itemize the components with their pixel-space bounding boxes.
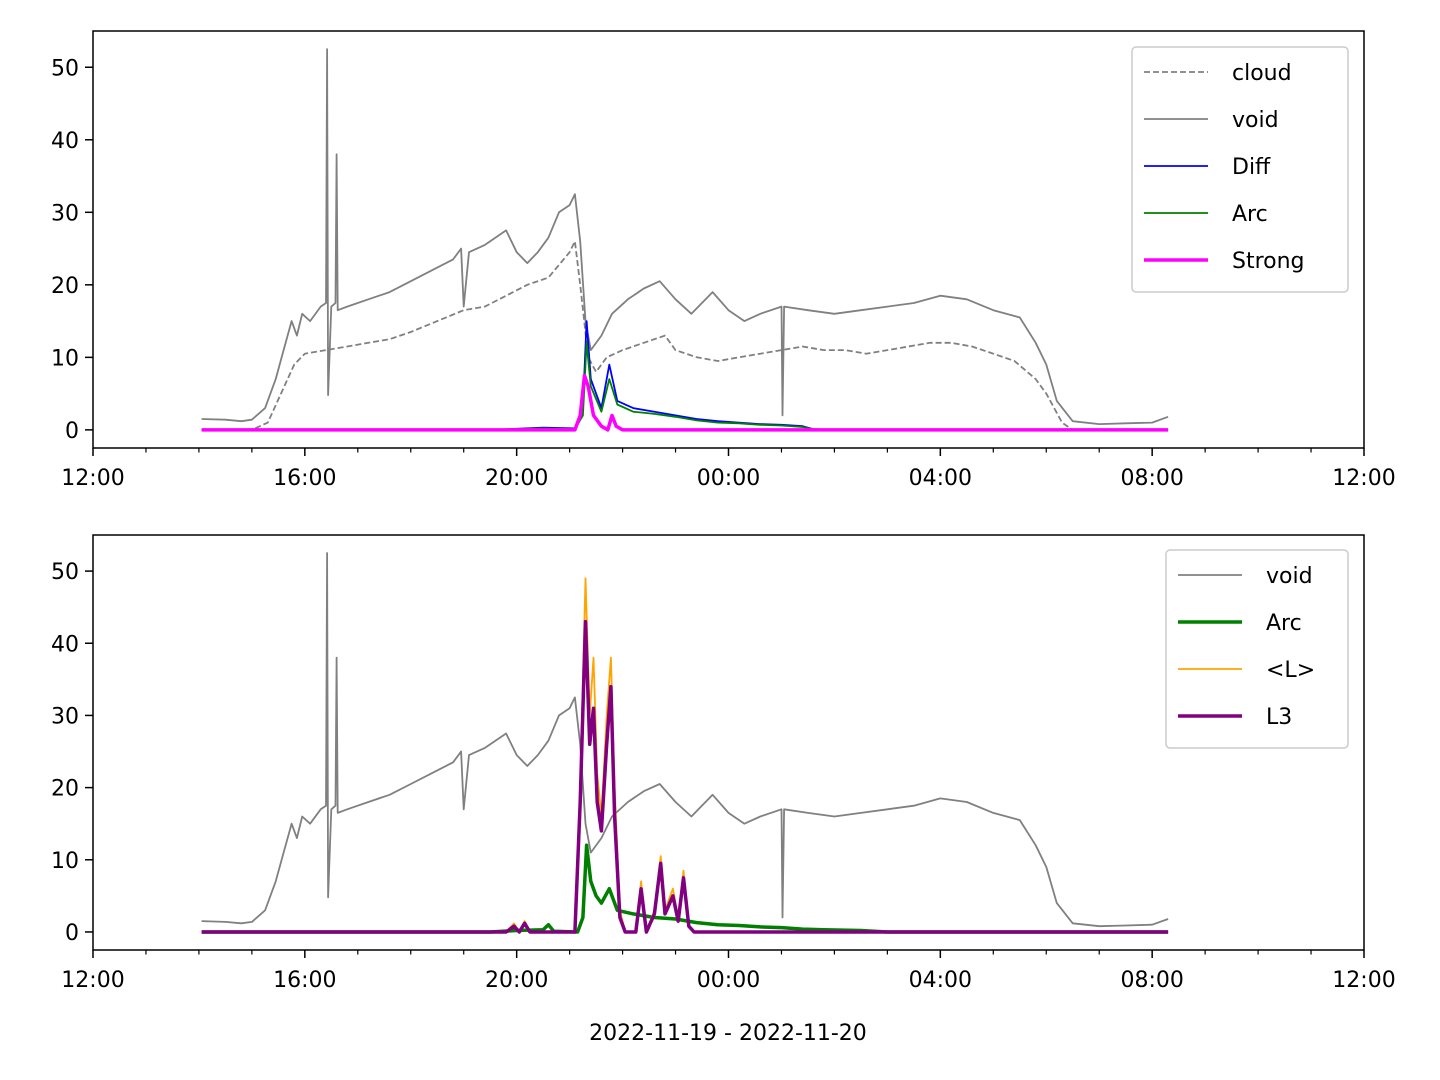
y-tick-label: 10: [51, 849, 79, 874]
y-tick-label: 20: [51, 274, 79, 299]
legend-label-strong: Strong: [1232, 249, 1305, 274]
bottom-ticks: 12:00 16:00 20:00 00:00 04:00 08:00 12:00 0 10 20…: [51, 560, 1396, 993]
x-tick-label: 20:00: [485, 466, 548, 491]
legend-label-void: void: [1232, 108, 1279, 133]
top-ticks: 12:00 16:00 20:00 00:00 04:00 08:00 12:00 0 10 20…: [51, 56, 1396, 491]
y-tick-label: 30: [51, 201, 79, 226]
x-tick-label: 20:00: [485, 968, 548, 993]
series-line-arc: [201, 843, 1169, 934]
top-legend: cloud void Diff Arc Strong: [1131, 46, 1349, 293]
x-tick-label: 00:00: [697, 466, 760, 491]
series-line-void: [201, 552, 1169, 928]
x-tick-label: 12:00: [1332, 968, 1395, 993]
top-panel: 12:00 16:00 20:00 00:00 04:00 08:00 12:00 0 10 20…: [51, 30, 1396, 491]
x-tick-label: 12:00: [61, 466, 124, 491]
legend-box: [1131, 46, 1349, 293]
x-tick-label: 04:00: [909, 968, 972, 993]
y-tick-label: 0: [65, 419, 79, 444]
bottom-panel: 12:00 16:00 20:00 00:00 04:00 08:00 12:00 0 10 20…: [51, 534, 1396, 993]
series-line-cloud: [201, 240, 1169, 431]
x-tick-label: 08:00: [1120, 466, 1183, 491]
y-tick-label: 10: [51, 346, 79, 371]
x-tick-label: 16:00: [273, 466, 336, 491]
legend-label-arc: Arc: [1266, 611, 1302, 636]
x-tick-label: 16:00: [273, 968, 336, 993]
legend-label-arc: Arc: [1232, 202, 1268, 227]
y-tick-label: 20: [51, 777, 79, 802]
y-tick-label: 40: [51, 632, 79, 657]
x-tick-label: 12:00: [1332, 466, 1395, 491]
y-tick-label: 50: [51, 560, 79, 585]
legend-label-void: void: [1266, 564, 1313, 589]
top-plot-lines: [201, 48, 1169, 432]
legend-box: [1165, 549, 1349, 749]
y-tick-label: 50: [51, 56, 79, 81]
y-tick-label: 0: [65, 921, 79, 946]
y-tick-label: 30: [51, 704, 79, 729]
bottom-legend: void Arc <L> L3: [1165, 549, 1349, 749]
legend-label-cloud: cloud: [1232, 61, 1292, 86]
legend-label-l: <L>: [1266, 658, 1315, 683]
series-line-strong: [201, 373, 1169, 432]
legend-label-l3: L3: [1266, 705, 1292, 730]
series-line-l3: [201, 619, 1169, 934]
series-line-void: [201, 48, 1169, 425]
x-tick-label: 12:00: [61, 968, 124, 993]
x-tick-label: 00:00: [697, 968, 760, 993]
bottom-plot-lines: [201, 552, 1169, 934]
x-tick-label: 04:00: [909, 466, 972, 491]
x-tick-label: 08:00: [1120, 968, 1183, 993]
y-tick-label: 40: [51, 129, 79, 154]
legend-label-diff: Diff: [1232, 155, 1271, 180]
x-axis-label: 2022-11-19 - 2022-11-20: [589, 1021, 867, 1046]
